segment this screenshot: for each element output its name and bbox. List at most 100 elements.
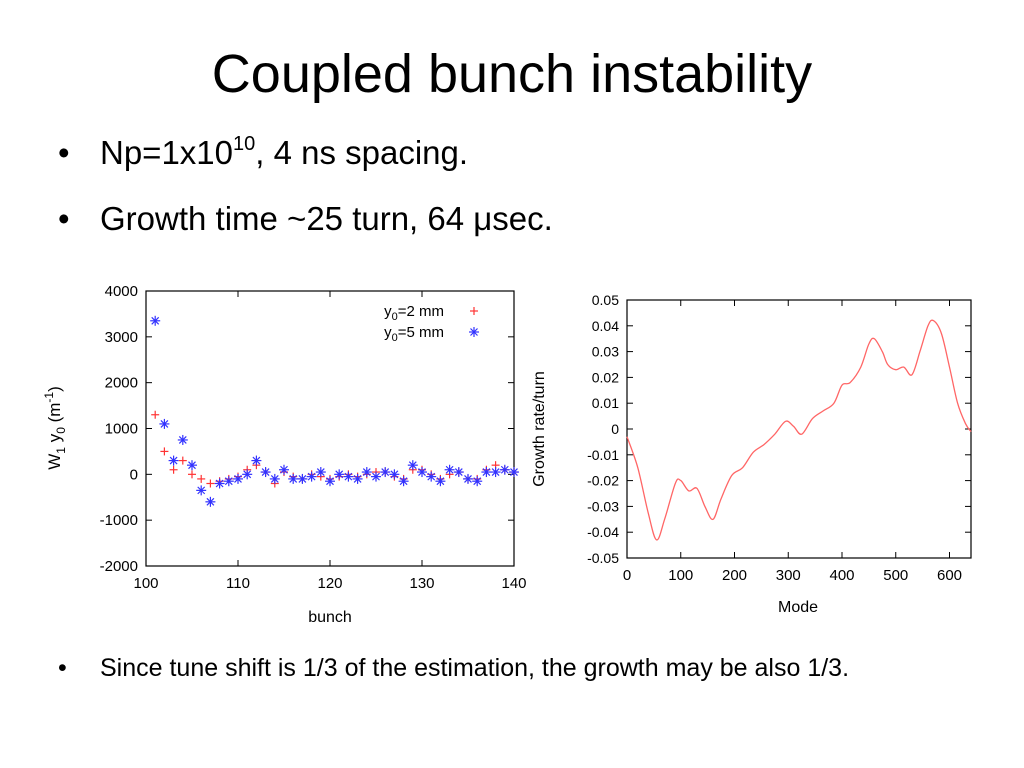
- data-point-y0-5mm: [463, 473, 473, 484]
- data-point-y0-5mm: [361, 467, 372, 478]
- left-y-tick-label: 4000: [105, 283, 138, 300]
- data-point-y0-5mm: [288, 473, 299, 484]
- data-point-y0-5mm: [490, 467, 501, 478]
- data-point-y0-5mm: [343, 471, 354, 482]
- left-x-axis-label: bunch: [308, 609, 352, 626]
- data-point-y0-2mm: [169, 465, 178, 474]
- data-point-y0-5mm: [352, 473, 363, 484]
- data-point-y0-5mm: [444, 464, 455, 475]
- data-point-y0-5mm: [334, 469, 345, 480]
- growth-rate-line: [626, 319, 972, 541]
- data-point-y0-5mm: [509, 467, 519, 478]
- data-point-y0-5mm: [417, 467, 427, 478]
- growth-rate-chart: -0.05 -0.04 -0.03 -0.02 -0.01 0 0.01 0.02 0.03 0.…: [531, 292, 972, 616]
- bullet-icon: •: [58, 134, 70, 171]
- left-x-tick-label: 120: [317, 575, 342, 592]
- right-y-axis-label: Growth rate/turn: [531, 371, 548, 487]
- data-point-y0-2mm: [197, 474, 206, 483]
- wake-scatter-chart: -2000 -1000 0 1000 2000 3000 4000 100 110 120 130…: [42, 283, 527, 626]
- data-point-y0-5mm: [214, 478, 225, 489]
- data-point-y0-5mm: [398, 476, 409, 487]
- right-y-tick-label: 0.01: [592, 395, 619, 411]
- data-point-y0-2mm: [151, 410, 160, 419]
- legend-label: y0=5 mm: [384, 324, 444, 344]
- bullet-1-exponent: 10: [233, 133, 256, 155]
- data-point-y0-5mm: [260, 467, 271, 478]
- right-y-tick-label: -0.01: [587, 447, 619, 463]
- right-y-tick-label: 0: [611, 421, 619, 437]
- left-x-tick-label: 110: [226, 575, 250, 592]
- right-y-tick-label: 0.05: [592, 292, 619, 308]
- data-point-y0-2mm: [178, 456, 187, 465]
- left-y-tick-label: 0: [130, 466, 138, 483]
- left-x-tick-label: 130: [409, 575, 434, 592]
- right-y-tick-label: 0.03: [592, 344, 619, 360]
- bullet-item-2: • Growth time ~25 turn, 64 μsec.: [58, 199, 553, 239]
- data-point-y0-5mm: [150, 315, 161, 326]
- bullet-3-text: Since tune shift is 1/3 of the estimatio…: [100, 654, 850, 682]
- bullet-1-suffix: , 4 ns spacing.: [255, 134, 469, 171]
- data-point-y0-5mm: [177, 434, 188, 445]
- right-x-tick-label: 200: [722, 567, 747, 584]
- data-point-y0-5mm: [269, 473, 280, 484]
- data-point-y0-5mm: [306, 471, 317, 482]
- data-point-y0-5mm: [233, 473, 243, 484]
- left-plot-frame: [145, 290, 515, 567]
- right-y-tick-label: -0.03: [587, 498, 619, 514]
- right-x-tick-label: 100: [668, 567, 693, 584]
- data-point-y0-5mm: [371, 471, 381, 482]
- data-point-y0-5mm: [325, 476, 335, 487]
- legend-marker-plus: [470, 307, 478, 315]
- right-y-tick-label: -0.04: [587, 524, 619, 540]
- right-x-tick-label: 400: [829, 567, 854, 584]
- left-y-tick-label: 1000: [105, 421, 138, 438]
- data-point-y0-5mm: [297, 473, 308, 484]
- data-point-y0-5mm: [481, 467, 492, 478]
- bullet-1-prefix: Np=1x10: [100, 134, 234, 171]
- data-point-y0-5mm: [251, 455, 262, 466]
- data-point-y0-2mm: [206, 479, 215, 488]
- data-point-y0-5mm: [426, 471, 437, 482]
- left-x-tick-label: 140: [501, 575, 526, 592]
- data-point-y0-5mm: [279, 464, 289, 475]
- data-point-y0-5mm: [380, 467, 391, 478]
- data-point-y0-5mm: [453, 467, 464, 478]
- left-y-tick-label: 2000: [105, 375, 138, 392]
- legend-marker-star: [469, 327, 479, 337]
- right-x-tick-label: 300: [776, 567, 801, 584]
- right-x-axis-label: Mode: [778, 599, 818, 616]
- right-x-tick-label: 0: [623, 567, 631, 584]
- data-point-y0-5mm: [168, 455, 179, 466]
- left-y-tick-label: -2000: [100, 558, 138, 575]
- bullet-icon: •: [58, 654, 67, 682]
- left-x-tick-label: 100: [133, 575, 158, 592]
- data-point-y0-5mm: [187, 460, 197, 471]
- right-plot-frame: [626, 299, 972, 559]
- right-x-tick-label: 500: [883, 567, 908, 584]
- legend-label: y0=2 mm: [384, 303, 444, 323]
- right-y-tick-label: 0.02: [592, 369, 619, 385]
- right-y-tick-label: -0.05: [587, 550, 619, 566]
- right-x-tick-label: 600: [937, 567, 962, 584]
- data-point-y0-5mm: [196, 485, 207, 496]
- data-point-y0-5mm: [472, 476, 483, 487]
- left-y-tick-label: 3000: [105, 329, 138, 346]
- data-point-y0-2mm: [160, 447, 169, 456]
- slide-title: Coupled bunch instability: [211, 44, 813, 104]
- data-point-y0-5mm: [435, 476, 446, 487]
- bullet-item-1: • Np=1x1010, 4 ns spacing.: [58, 133, 468, 173]
- right-y-tick-label: 0.04: [592, 318, 619, 334]
- data-point-y0-5mm: [499, 464, 510, 475]
- data-point-y0-5mm: [205, 496, 216, 507]
- data-point-y0-2mm: [188, 470, 196, 479]
- data-point-y0-5mm: [315, 467, 326, 478]
- bullet-2-text: Growth time ~25 turn, 64 μsec.: [100, 200, 553, 237]
- data-point-y0-5mm: [159, 418, 170, 429]
- left-y-tick-label: -1000: [100, 512, 138, 529]
- right-y-tick-label: -0.02: [587, 473, 619, 489]
- data-point-y0-5mm: [407, 460, 418, 471]
- left-y-axis-label: W1 y0 (m-1): [42, 386, 68, 470]
- data-point-y0-5mm: [223, 476, 234, 487]
